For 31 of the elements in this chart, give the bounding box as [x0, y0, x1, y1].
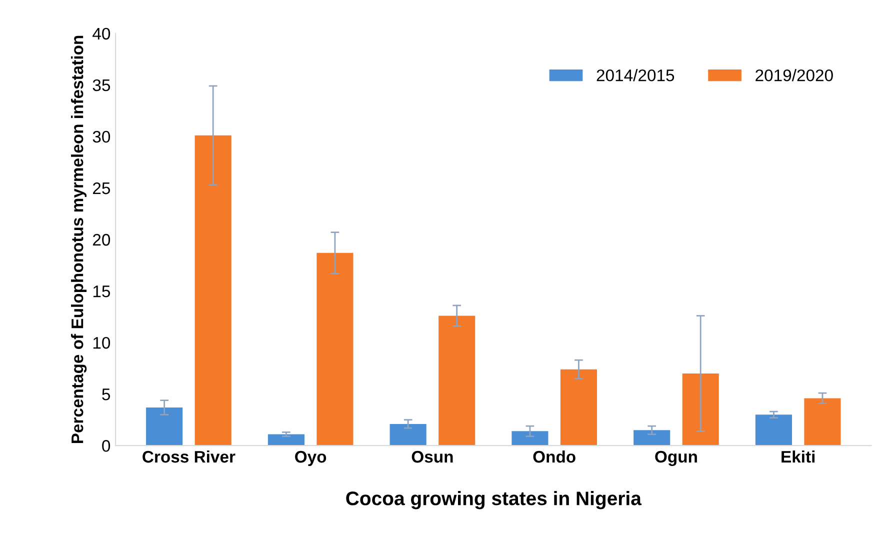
bar	[316, 252, 354, 446]
y-tick-label: 20	[93, 234, 110, 246]
bar	[146, 407, 183, 446]
bar	[194, 135, 232, 446]
bar	[755, 414, 792, 446]
x-tick-label: Ondo	[533, 450, 576, 463]
x-tick-label: Cross River	[142, 450, 236, 463]
bar	[438, 316, 476, 446]
bar	[560, 369, 597, 446]
y-tick-label: 25	[93, 182, 110, 194]
y-tick-label: 10	[93, 336, 110, 349]
legend-label: 2014/2015	[596, 69, 674, 82]
x-tick-label: Ogun	[655, 450, 697, 466]
x-tick-label: Osun	[412, 450, 453, 463]
y-tick-label: 5	[102, 388, 110, 400]
y-tick-label: 40	[92, 28, 110, 40]
bar	[634, 430, 670, 446]
bar	[804, 398, 841, 446]
bar	[390, 424, 426, 446]
bar	[682, 373, 719, 446]
y-tick-label: 0	[102, 440, 110, 452]
legend-label: 2019/2020	[756, 69, 833, 82]
y-tick-label: 35	[92, 79, 110, 92]
y-tick-label: 15	[93, 286, 110, 298]
y-tick-label: 30	[92, 130, 110, 143]
bar	[512, 431, 548, 446]
bar	[268, 434, 304, 446]
x-tick-label: Ekiti	[782, 450, 815, 463]
y-axis-title: Percentage of Eulophonotus myrmeleon infestation	[71, 36, 87, 444]
x-tick-label: Oyo	[295, 450, 326, 466]
x-axis-title: Cocoa growing states in Nigeria	[346, 491, 642, 510]
